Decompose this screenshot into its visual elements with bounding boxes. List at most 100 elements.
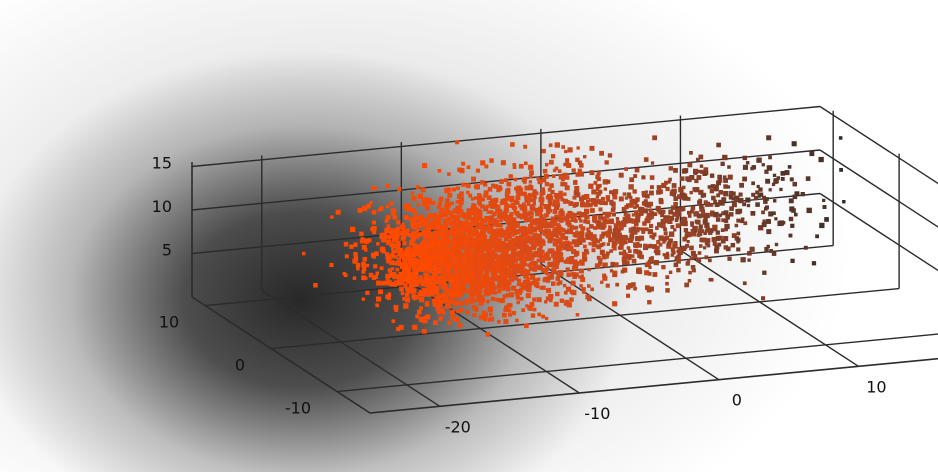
data-point (450, 297, 454, 301)
data-point (602, 262, 608, 268)
data-point (394, 254, 399, 259)
data-point (608, 225, 612, 229)
data-point (445, 217, 451, 224)
data-point (477, 194, 483, 201)
data-point (716, 193, 721, 198)
data-point (630, 203, 634, 208)
data-point (629, 233, 635, 239)
floor-y-gridline (336, 333, 938, 393)
data-point (699, 206, 705, 212)
data-point (462, 223, 467, 228)
data-point (635, 236, 640, 241)
data-point (475, 296, 481, 302)
data-point (643, 208, 649, 214)
data-point (522, 230, 528, 236)
data-point (431, 200, 436, 205)
data-point (425, 276, 431, 282)
data-point (469, 300, 474, 304)
data-point (487, 228, 492, 234)
data-point (516, 185, 522, 191)
data-point (393, 280, 399, 286)
data-point (445, 201, 450, 206)
data-point (504, 229, 509, 234)
data-point (493, 290, 498, 295)
data-point (614, 225, 619, 230)
data-point (698, 190, 703, 195)
data-point (680, 221, 685, 226)
data-point (352, 258, 358, 264)
data-point (700, 169, 705, 174)
data-point (355, 262, 361, 268)
data-point (587, 296, 592, 302)
data-point (515, 195, 521, 201)
data-point (453, 280, 458, 286)
data-point (572, 213, 577, 218)
data-point (435, 295, 441, 302)
data-point (441, 250, 446, 256)
data-point (417, 292, 423, 297)
data-point (477, 209, 482, 213)
data-point (559, 298, 564, 303)
data-point (745, 161, 750, 165)
data-point (677, 194, 682, 200)
data-point (809, 151, 815, 157)
data-point (626, 246, 631, 250)
data-point (460, 227, 465, 233)
data-point (422, 262, 426, 267)
data-point (548, 208, 552, 213)
data-point (747, 258, 751, 262)
data-point (689, 256, 694, 261)
data-point (596, 225, 601, 230)
data-point (647, 259, 653, 264)
data-point (425, 217, 431, 222)
data-point (623, 223, 627, 228)
data-point (302, 251, 306, 256)
data-point (459, 307, 464, 313)
data-point (532, 198, 536, 202)
data-point (529, 255, 535, 261)
data-point (440, 284, 445, 290)
data-point (411, 217, 416, 222)
data-point (509, 241, 514, 247)
data-point (361, 269, 366, 274)
data-point (563, 192, 567, 196)
data-point (439, 255, 444, 260)
data-point (496, 223, 501, 228)
data-point (673, 202, 678, 207)
data-point (709, 229, 714, 234)
data-point (524, 185, 530, 191)
data-point (597, 220, 602, 225)
data-point (343, 273, 348, 277)
data-point (457, 226, 461, 231)
data-point (569, 297, 574, 302)
floor-y-gridline (205, 244, 834, 307)
data-point (719, 200, 725, 206)
data-point (541, 268, 546, 273)
data-point (541, 285, 546, 290)
data-point (790, 223, 795, 228)
data-point (459, 214, 463, 218)
data-point (487, 242, 492, 247)
data-point (574, 242, 580, 247)
data-point (716, 142, 721, 148)
data-point (455, 278, 459, 283)
data-point (474, 248, 480, 255)
data-point (426, 232, 431, 238)
data-point (509, 226, 515, 231)
data-point (702, 219, 708, 225)
data-point (714, 202, 720, 207)
data-point (564, 230, 569, 235)
data-point (427, 260, 433, 266)
data-point (534, 207, 540, 213)
data-point (375, 303, 380, 308)
data-point (387, 268, 393, 273)
data-point (477, 199, 482, 205)
data-point (560, 258, 564, 263)
data-point (505, 267, 512, 273)
data-point (583, 219, 588, 224)
data-point (468, 269, 474, 275)
data-point (632, 189, 637, 194)
data-point (777, 221, 783, 227)
data-point (429, 291, 435, 297)
data-point (791, 141, 797, 147)
